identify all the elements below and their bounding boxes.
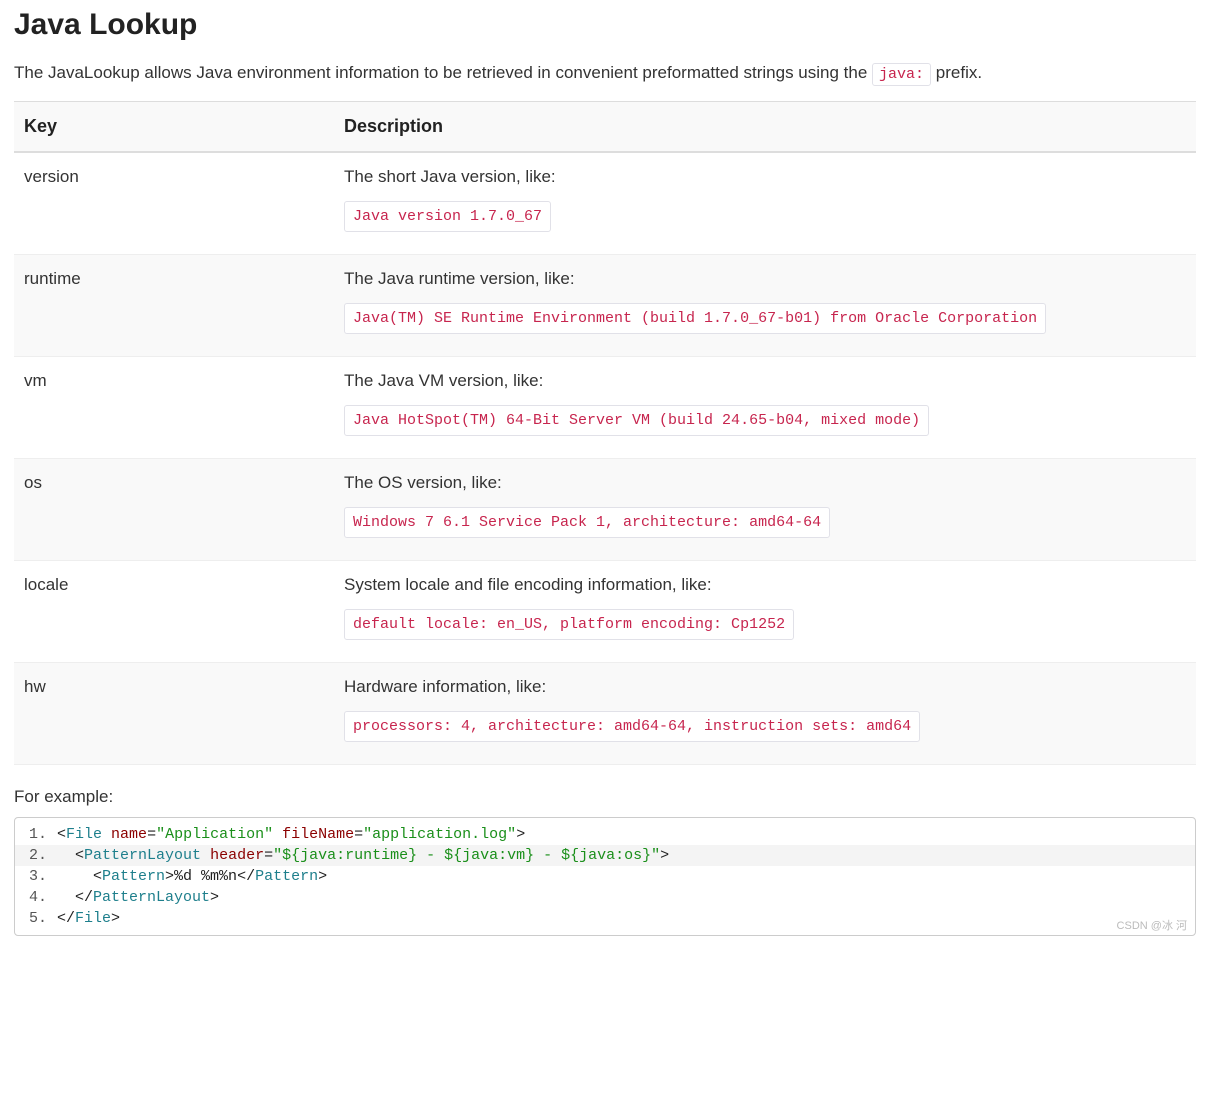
description-text: System locale and file encoding informat… <box>344 575 1186 595</box>
example-output-code: Java(TM) SE Runtime Environment (build 1… <box>344 303 1046 334</box>
lookup-table: Key Description versionThe short Java ve… <box>14 101 1196 765</box>
line-number: 5. <box>15 910 57 927</box>
cell-key: vm <box>14 356 334 458</box>
example-output-code: Windows 7 6.1 Service Pack 1, architectu… <box>344 507 830 538</box>
code-line: 2. <PatternLayout header="${java:runtime… <box>15 845 1195 866</box>
code-line: 4. </PatternLayout> <box>15 887 1195 908</box>
example-output-code: Java version 1.7.0_67 <box>344 201 551 232</box>
intro-code-prefix: java: <box>872 63 931 86</box>
table-row: version The short Java version, like: Java… <box>14 152 1196 255</box>
code-content: <File name="Application" fileName="appli… <box>57 826 525 843</box>
code-content: </PatternLayout> <box>57 889 219 906</box>
cell-key: locale <box>14 560 334 662</box>
table-row: locale System locale and file encoding in… <box>14 560 1196 662</box>
table-row: os The OS version, like: Windows 7 6.1 Ser… <box>14 458 1196 560</box>
watermark: CSDN @冰 河 <box>1117 917 1187 933</box>
example-output-code: default locale: en_US, platform encoding… <box>344 609 794 640</box>
cell-description: The short Java version, like: Java versio… <box>334 152 1196 255</box>
example-output-code: processors: 4, architecture: amd64-64, i… <box>344 711 920 742</box>
table-row: hw Hardware information, like: processors:… <box>14 662 1196 764</box>
code-line: 1.<File name="Application" fileName="app… <box>15 824 1195 845</box>
code-content: </File> <box>57 910 120 927</box>
line-number: 1. <box>15 826 57 843</box>
cell-description: Hardware information, like: processors: 4… <box>334 662 1196 764</box>
description-text: The short Java version, like: <box>344 167 1186 187</box>
description-text: The OS version, like: <box>344 473 1186 493</box>
cell-description: System locale and file encoding informat… <box>334 560 1196 662</box>
line-number: 3. <box>15 868 57 885</box>
col-header-key: Key <box>14 101 334 152</box>
cell-description: The Java runtime version, like: Java(TM) … <box>334 254 1196 356</box>
table-row: vm The Java VM version, like: Java HotSpot… <box>14 356 1196 458</box>
code-line: 3. <Pattern>%d %m%n</Pattern> <box>15 866 1195 887</box>
table-row: runtime The Java runtime version, like: Ja… <box>14 254 1196 356</box>
cell-key: hw <box>14 662 334 764</box>
page-title: Java Lookup <box>14 8 1196 42</box>
col-header-description: Description <box>334 101 1196 152</box>
code-content: <Pattern>%d %m%n</Pattern> <box>57 868 327 885</box>
example-output-code: Java HotSpot(TM) 64-Bit Server VM (build… <box>344 405 929 436</box>
description-text: The Java VM version, like: <box>344 371 1186 391</box>
code-line: 5.</File> <box>15 908 1195 929</box>
description-text: The Java runtime version, like: <box>344 269 1186 289</box>
description-text: Hardware information, like: <box>344 677 1186 697</box>
example-label: For example: <box>14 787 1196 807</box>
code-content: <PatternLayout header="${java:runtime} -… <box>57 847 669 864</box>
cell-description: The Java VM version, like: Java HotSpot(T… <box>334 356 1196 458</box>
cell-key: runtime <box>14 254 334 356</box>
cell-description: The OS version, like: Windows 7 6.1 Servi… <box>334 458 1196 560</box>
cell-key: version <box>14 152 334 255</box>
line-number: 2. <box>15 847 57 864</box>
example-code-block: 1.<File name="Application" fileName="app… <box>14 817 1196 936</box>
intro-paragraph: The JavaLookup allows Java environment i… <box>14 60 1196 87</box>
intro-text-before: The JavaLookup allows Java environment i… <box>14 63 872 82</box>
line-number: 4. <box>15 889 57 906</box>
intro-text-after: prefix. <box>936 63 982 82</box>
cell-key: os <box>14 458 334 560</box>
